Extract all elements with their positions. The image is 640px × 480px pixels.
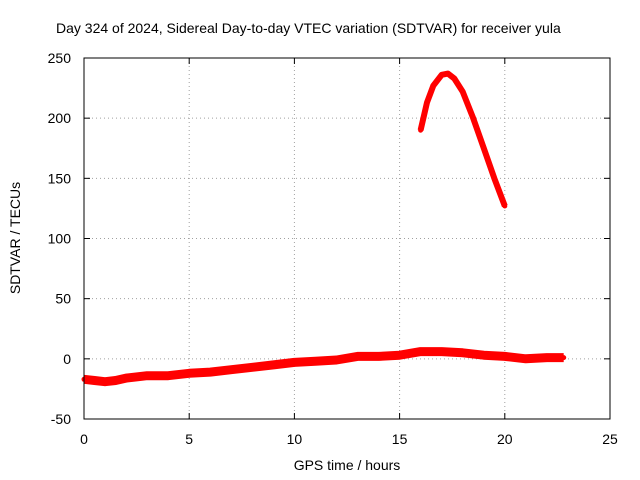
series-arc-point xyxy=(430,83,436,89)
series-baseline-point xyxy=(165,373,171,379)
series-arc-point xyxy=(470,115,476,121)
series-baseline-point xyxy=(207,369,213,375)
y-tick-label: -50 xyxy=(51,411,71,427)
series-baseline-point xyxy=(481,352,487,358)
series-arc-point xyxy=(491,175,497,181)
series-arc-point xyxy=(460,89,466,95)
y-tick-label: 50 xyxy=(55,291,71,307)
series-arc-point xyxy=(451,76,457,81)
series-baseline-point xyxy=(397,352,403,358)
series-arc-point xyxy=(445,71,451,77)
x-axis-label: GPS time / hours xyxy=(294,457,401,473)
y-tick-label: 200 xyxy=(48,110,72,126)
series-baseline-point xyxy=(460,350,466,356)
series-baseline-point xyxy=(113,378,119,383)
x-tick-label: 0 xyxy=(80,431,88,447)
series-baseline-point xyxy=(502,353,508,359)
y-tick-label: 0 xyxy=(63,351,71,367)
series-baseline-point xyxy=(418,349,424,355)
y-tick-label: 100 xyxy=(48,231,72,247)
x-tick-label: 20 xyxy=(497,431,513,447)
series-baseline-point xyxy=(102,379,108,385)
grid xyxy=(84,58,610,419)
series-arc-point xyxy=(424,100,430,105)
series-baseline-point xyxy=(523,356,529,362)
x-tick-label: 5 xyxy=(185,431,193,447)
series-arc-point xyxy=(481,145,487,151)
series-baseline-point xyxy=(228,367,234,373)
plot-frame xyxy=(83,57,611,420)
series-baseline-point xyxy=(561,355,567,361)
axis-ticks: 0 5 10 15 20 25 -50 0 50 100 150 200 250 xyxy=(48,50,618,447)
series-baseline-point xyxy=(186,370,192,376)
series-baseline-point xyxy=(312,358,318,364)
series-arc-point xyxy=(439,72,445,78)
series-baseline-point xyxy=(291,359,297,365)
series-baseline-point xyxy=(270,362,276,368)
x-tick-label: 25 xyxy=(602,431,618,447)
series-baseline-point xyxy=(123,375,129,381)
series-baseline-point xyxy=(439,349,445,355)
series-arc-point xyxy=(418,127,424,133)
x-tick-label: 15 xyxy=(392,431,408,447)
series-baseline-line xyxy=(83,347,564,387)
y-axis-label: SDTVAR / TECUs xyxy=(7,182,23,294)
y-tick-label: 250 xyxy=(48,50,72,66)
series-baseline-point xyxy=(144,373,150,379)
series-baseline-point xyxy=(376,353,382,359)
x-tick-label: 10 xyxy=(287,431,303,447)
series-arc-point xyxy=(502,203,508,209)
y-tick-label: 150 xyxy=(48,170,72,186)
series-baseline-point xyxy=(249,364,255,370)
series-baseline-point xyxy=(334,357,339,363)
series-baseline-point xyxy=(544,355,550,361)
series-baseline-point xyxy=(92,378,97,383)
series-baseline-point xyxy=(355,353,360,359)
chart-title: Day 324 of 2024, Sidereal Day-to-day VTE… xyxy=(56,20,561,36)
series-group xyxy=(81,70,567,387)
